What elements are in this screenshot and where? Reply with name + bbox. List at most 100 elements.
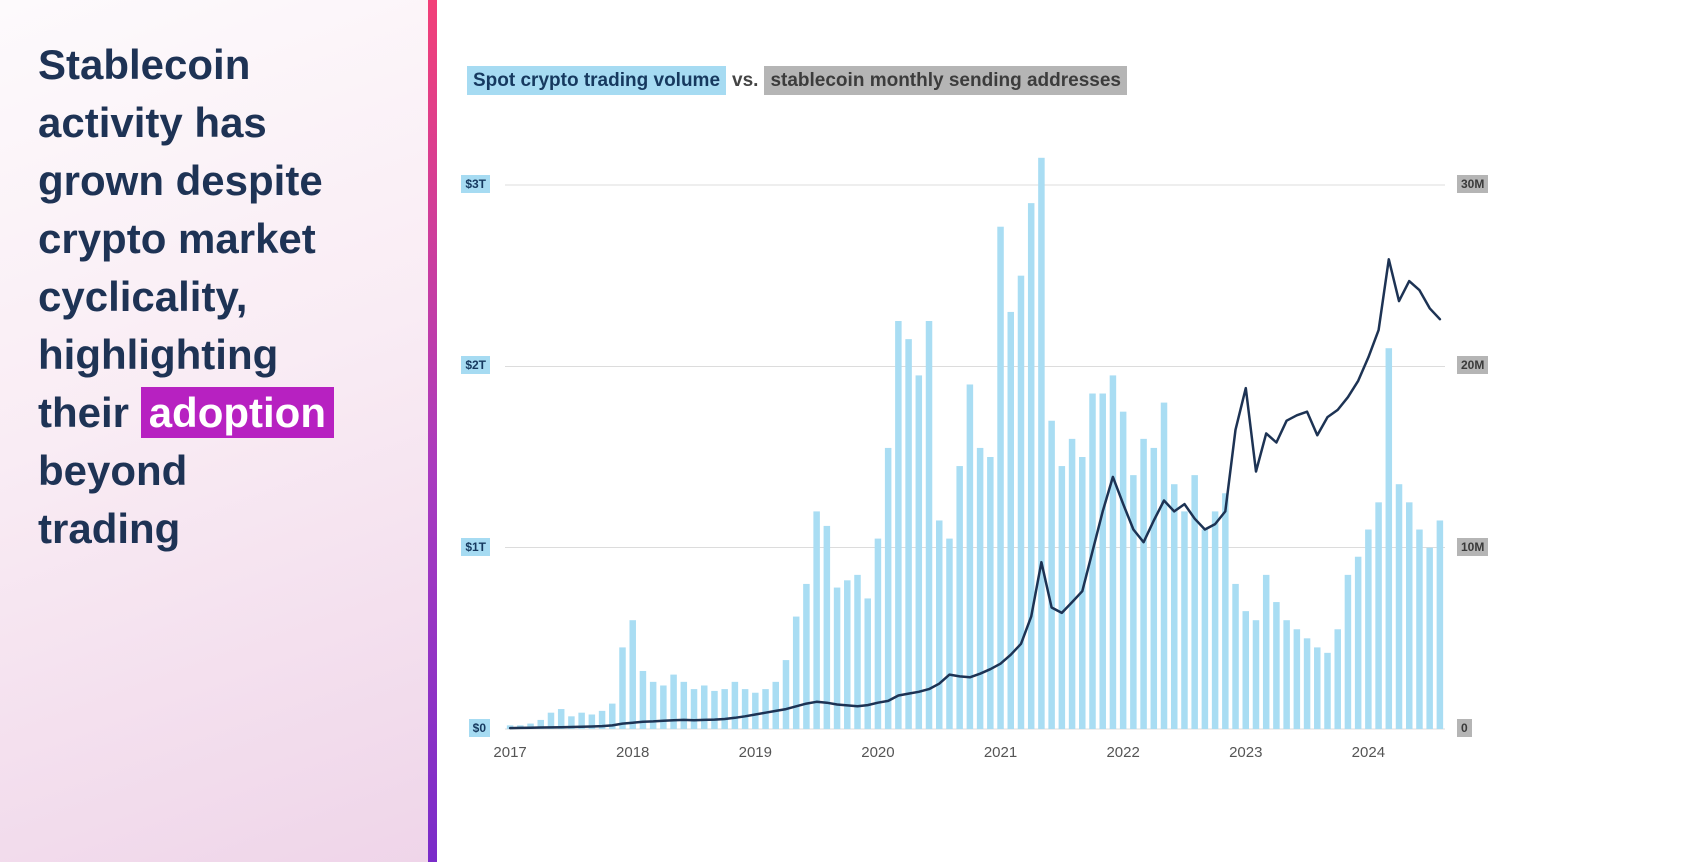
addresses-line: [508, 258, 1442, 730]
volume-bar: [833, 587, 841, 729]
divider-stripe: [428, 0, 437, 862]
volume-bar: [935, 520, 943, 729]
volume-bar: [772, 681, 780, 729]
volume-bar: [1109, 375, 1117, 729]
chart-title: Spot crypto trading volume vs. stablecoin …: [467, 66, 1127, 95]
volume-bar: [762, 689, 769, 729]
volume-bar: [680, 681, 688, 729]
volume-bar: [711, 690, 718, 729]
volume-bar: [1160, 402, 1168, 729]
volume-bar: [1191, 475, 1198, 729]
volume-bar: [813, 511, 820, 729]
volume-bar: [547, 712, 555, 729]
headline: Stablecoin activity has grown despite cr…: [0, 0, 338, 558]
volume-bar: [987, 457, 994, 729]
volume-bar: [588, 714, 596, 729]
volume-bar: [1283, 620, 1290, 729]
volume-bar: [1201, 529, 1209, 729]
volume-bar: [1436, 520, 1444, 729]
volume-bar: [1365, 529, 1372, 729]
volume-bar: [782, 660, 790, 729]
volume-bar: [1426, 547, 1433, 729]
chart-canvas: [505, 157, 1445, 730]
volume-bar: [670, 674, 677, 729]
volume-bar: [752, 692, 759, 729]
volume-bar: [537, 719, 545, 729]
volume-bar: [649, 681, 657, 729]
volume-bar: [629, 620, 636, 729]
volume-bar: [884, 447, 892, 729]
volume-bar: [1262, 574, 1270, 729]
volume-bar: [1048, 420, 1055, 729]
volume-bar: [925, 321, 933, 729]
volume-bar: [1027, 203, 1035, 729]
volume-bar: [844, 580, 851, 729]
headline-text-before: Stablecoin activity has grown despite cr…: [38, 41, 323, 436]
volume-bar: [1068, 438, 1076, 729]
chart-panel: Spot crypto trading volume vs. stablecoin …: [437, 0, 1708, 862]
volume-bar: [598, 710, 606, 729]
volume-bar: [1038, 157, 1045, 730]
headline-panel: Stablecoin activity has grown despite cr…: [0, 0, 428, 862]
headline-text-after: beyond trading: [38, 447, 188, 552]
volume-bar: [1242, 611, 1250, 729]
volume-bar: [731, 681, 739, 729]
headline-highlight-word: adoption: [140, 387, 334, 438]
volume-bar: [1314, 647, 1321, 729]
volume-bar: [1170, 484, 1178, 729]
volume-bar: [905, 339, 912, 729]
volume-bar: [1334, 629, 1341, 729]
volume-bar: [1130, 475, 1137, 729]
volume-bar: [976, 447, 984, 729]
volume-bar: [823, 525, 831, 729]
volume-bar: [1273, 602, 1280, 729]
volume-bar: [1089, 393, 1096, 729]
volume-bar: [997, 226, 1004, 729]
volume-bar: [1405, 502, 1413, 729]
volume-bar: [803, 583, 810, 729]
volume-bar: [1181, 511, 1188, 729]
volume-bar: [1375, 502, 1382, 729]
volume-bar: [639, 670, 647, 729]
volume-bar: [568, 716, 575, 729]
volume-bar: [741, 689, 749, 729]
volume-bar: [1303, 638, 1311, 729]
chart-title-series2: stablecoin monthly sending addresses: [764, 66, 1127, 95]
volume-bar: [721, 689, 728, 729]
volume-bar: [915, 375, 923, 729]
volume-bar: [1099, 393, 1106, 729]
volume-bar: [1007, 311, 1015, 729]
volume-bar: [660, 685, 667, 729]
volume-bar: [1017, 275, 1025, 729]
volume-bar: [874, 538, 882, 729]
volume-bar: [966, 384, 974, 729]
volume-bar: [1232, 583, 1239, 729]
volume-bar: [956, 466, 963, 729]
volume-bar: [864, 598, 871, 729]
volume-bar: [1324, 652, 1331, 729]
volume-bar: [1058, 466, 1066, 729]
volume-bar: [700, 685, 708, 729]
volume-bar: [609, 703, 616, 729]
volume-bar: [557, 709, 565, 729]
volume-bar: [1252, 620, 1260, 729]
volume-bar: [1344, 574, 1352, 729]
volume-bar: [1119, 411, 1127, 729]
volume-bar: [1416, 529, 1423, 729]
chart-title-separator: vs.: [732, 70, 759, 91]
volume-bar: [1222, 493, 1229, 729]
volume-bar: [1354, 556, 1362, 729]
chart-title-series1: Spot crypto trading volume: [467, 66, 727, 95]
volume-bar: [1395, 484, 1403, 729]
volume-bar: [1211, 511, 1219, 729]
volume-bar: [1293, 629, 1301, 729]
volume-bar: [854, 574, 861, 729]
volume-bar: [578, 712, 585, 729]
volume-bar: [946, 538, 953, 729]
volume-bar: [1150, 447, 1158, 729]
volume-bar: [1385, 348, 1393, 729]
volume-bar: [619, 647, 626, 729]
volume-bar: [1140, 438, 1147, 729]
volume-bar: [792, 616, 800, 729]
